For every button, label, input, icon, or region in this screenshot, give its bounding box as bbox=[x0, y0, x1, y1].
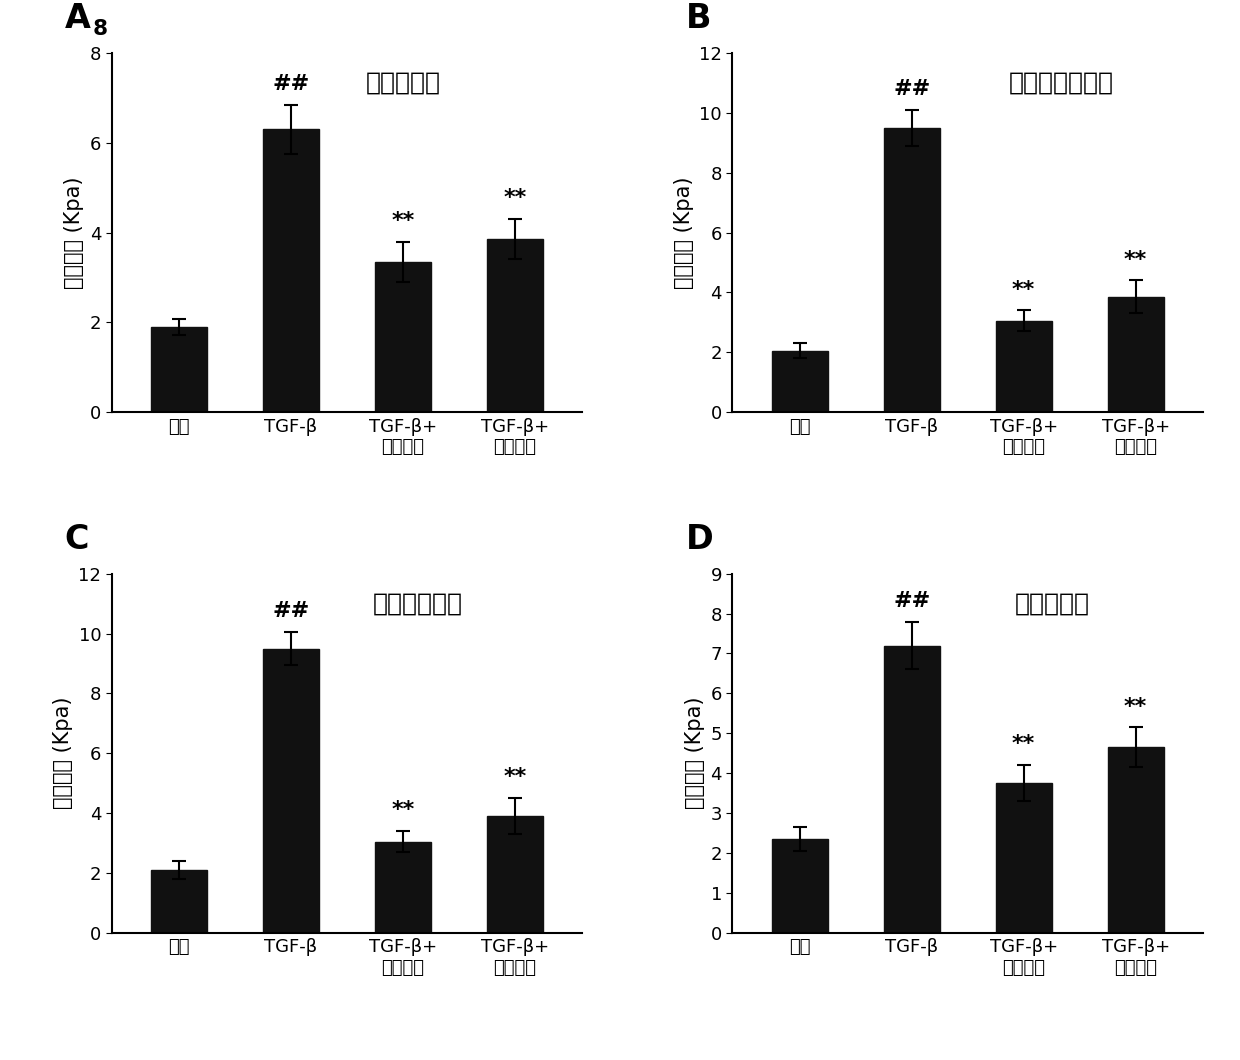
Text: **: ** bbox=[503, 767, 526, 788]
Text: **: ** bbox=[391, 800, 414, 820]
Text: ##: ## bbox=[272, 74, 310, 94]
Text: 肾小管上皮细胞: 肾小管上皮细胞 bbox=[1009, 71, 1115, 95]
Text: D: D bbox=[686, 523, 713, 555]
Bar bbox=[151, 870, 207, 933]
Text: **: ** bbox=[1012, 280, 1035, 300]
Text: ##: ## bbox=[272, 601, 310, 621]
Y-axis label: 杨氏模量 (Kpa): 杨氏模量 (Kpa) bbox=[53, 697, 73, 810]
Bar bbox=[996, 783, 1052, 933]
Text: ##: ## bbox=[893, 590, 930, 611]
Text: **: ** bbox=[503, 189, 526, 209]
Text: B: B bbox=[686, 2, 711, 35]
Bar bbox=[263, 649, 319, 933]
Bar bbox=[151, 326, 207, 412]
Text: 肺上皮细胞: 肺上皮细胞 bbox=[366, 71, 440, 95]
Y-axis label: 杨氏模量 (Kpa): 杨氏模量 (Kpa) bbox=[64, 176, 84, 288]
Bar bbox=[263, 129, 319, 412]
Bar bbox=[487, 240, 543, 412]
Bar bbox=[996, 321, 1052, 412]
Bar bbox=[884, 646, 940, 933]
Text: **: ** bbox=[391, 211, 414, 231]
Y-axis label: 杨氏模量 (Kpa): 杨氏模量 (Kpa) bbox=[673, 176, 693, 288]
Text: **: ** bbox=[1123, 250, 1147, 269]
Text: 心成纤维细胞: 心成纤维细胞 bbox=[372, 591, 463, 616]
Text: ##: ## bbox=[893, 80, 930, 99]
Bar bbox=[374, 262, 430, 412]
Text: 8: 8 bbox=[93, 19, 108, 38]
Text: A: A bbox=[64, 2, 91, 35]
Bar bbox=[771, 840, 827, 933]
Text: C: C bbox=[64, 523, 89, 555]
Bar bbox=[374, 842, 430, 933]
Bar bbox=[1107, 297, 1163, 412]
Y-axis label: 杨氏模量 (Kpa): 杨氏模量 (Kpa) bbox=[684, 697, 706, 810]
Bar bbox=[771, 351, 827, 412]
Bar bbox=[884, 128, 940, 412]
Text: **: ** bbox=[1123, 696, 1147, 717]
Text: 肝星状细胞: 肝星状细胞 bbox=[1014, 591, 1090, 616]
Text: **: ** bbox=[1012, 735, 1035, 755]
Bar bbox=[487, 816, 543, 933]
Bar bbox=[1107, 747, 1163, 933]
